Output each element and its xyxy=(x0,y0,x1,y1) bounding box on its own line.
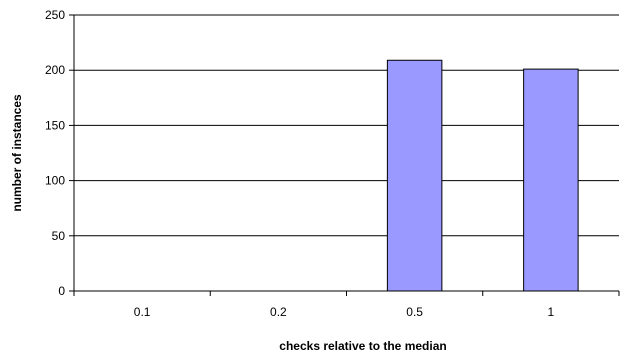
bar-0.5 xyxy=(386,59,443,292)
y-tick-label: 100 xyxy=(45,174,65,188)
y-tick-label: 150 xyxy=(45,118,65,132)
x-tick-label: 0.2 xyxy=(270,305,287,319)
y-tick-label: 0 xyxy=(58,284,65,298)
x-tick-label: 1 xyxy=(548,305,555,319)
bars xyxy=(386,59,579,292)
axes xyxy=(69,14,620,296)
y-axis-title: number of instances xyxy=(10,94,24,212)
bar-1 xyxy=(523,68,579,292)
tick-labels: 0 50 100 150 200 250 0.1 0.2 0.5 1 xyxy=(45,8,555,319)
x-axis-title: checks relative to the median xyxy=(279,339,446,353)
x-tick-label: 0.1 xyxy=(134,305,151,319)
x-tick-label: 0.5 xyxy=(406,305,423,319)
y-tick-label: 200 xyxy=(45,63,65,77)
y-tick-label: 250 xyxy=(45,8,65,22)
y-tick-label: 50 xyxy=(52,229,66,243)
